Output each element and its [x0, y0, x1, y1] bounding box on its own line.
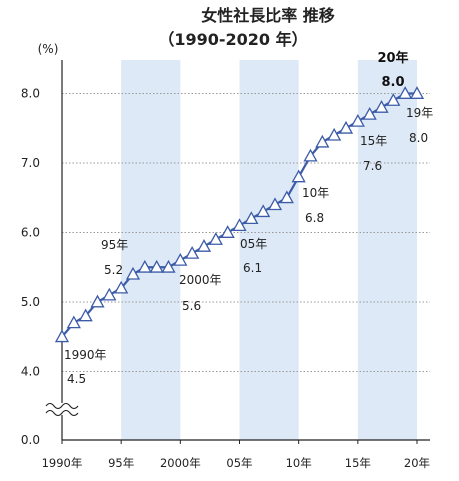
annotation-value-label: 8.0: [409, 131, 428, 145]
annotation-year-label: 05年: [240, 237, 267, 251]
shaded-period-0: [121, 60, 181, 440]
data-point-2001: [185, 246, 200, 259]
x-tick-label: 20年: [404, 456, 430, 470]
data-point-1994: [102, 287, 117, 301]
y-tick-label: 6.0: [21, 226, 40, 240]
data-point-2010: [291, 169, 306, 183]
x-tick-label: 95年: [108, 456, 134, 470]
annotation-value-label: 4.5: [67, 372, 86, 386]
data-point-2009: [279, 190, 294, 204]
data-point-2006: [244, 211, 259, 225]
x-tick-label: 2000年: [160, 456, 201, 470]
annotation-value-label: 6.1: [243, 261, 262, 275]
data-point-1990: [54, 329, 70, 343]
data-point-2002: [196, 239, 212, 252]
data-point-2013: [327, 127, 342, 141]
data-point-2014: [338, 120, 354, 134]
data-point-2008: [267, 197, 283, 211]
shaded-period-2: [357, 60, 417, 440]
annotation-year-label: 2000年: [179, 273, 222, 287]
data-point-2004: [220, 225, 235, 238]
data-point-2011: [303, 148, 318, 162]
data-point-1995: [114, 280, 129, 294]
annotation-value-label: 5.2: [104, 263, 123, 277]
data-point-2003: [208, 232, 223, 245]
shaded-period-1: [239, 60, 299, 440]
y-tick-label: 7.0: [21, 156, 40, 170]
annotation-value-label: 7.6: [363, 159, 382, 173]
chart-subtitle: （1990-2020 年）: [158, 30, 307, 49]
annotation-value-label: 6.8: [305, 211, 324, 225]
x-tick-label: 1990年: [42, 456, 83, 470]
data-point-2020: [409, 86, 425, 99]
axis-break-mark: [45, 409, 79, 417]
axis-break-mark: [45, 402, 79, 410]
annotation-year-label: 19年: [406, 106, 433, 120]
annotation-year-label: 20年: [377, 50, 408, 66]
y-axis-unit: (%): [38, 42, 59, 56]
data-point-2000: [173, 252, 188, 266]
data-point-2019: [398, 86, 413, 99]
x-tick-label: 05年: [226, 456, 252, 470]
data-point-2016: [362, 107, 377, 120]
annotation-year-label: 10年: [302, 186, 329, 200]
annotation-year-label: 95年: [101, 238, 128, 252]
data-point-1996: [125, 266, 141, 280]
annotation-year-label: 15年: [360, 134, 387, 148]
x-tick-label: 15年: [345, 456, 371, 470]
annotation-value-label: 5.6: [182, 299, 201, 313]
data-point-2012: [315, 134, 330, 148]
annotation-year-label: 1990年: [64, 348, 107, 362]
data-point-2005: [232, 218, 247, 232]
y-tick-label: 4.0: [21, 365, 40, 379]
y-tick-label: 0.0: [21, 433, 40, 447]
data-point-2018: [386, 93, 401, 106]
data-point-1991: [66, 315, 81, 329]
data-point-1998: [149, 259, 164, 273]
annotation-value-label: 8.0: [381, 75, 404, 90]
data-point-1997: [137, 259, 152, 273]
data-point-1999: [161, 259, 176, 273]
data-point-2007: [256, 204, 271, 218]
chart-title: 女性社長比率 推移: [201, 6, 335, 25]
data-point-1992: [78, 308, 93, 322]
x-tick-label: 10年: [286, 456, 312, 470]
y-tick-label: 8.0: [21, 87, 40, 101]
data-point-2017: [374, 100, 389, 113]
data-point-2015: [350, 113, 365, 127]
y-tick-label: 5.0: [21, 295, 40, 309]
data-point-1993: [90, 294, 105, 308]
